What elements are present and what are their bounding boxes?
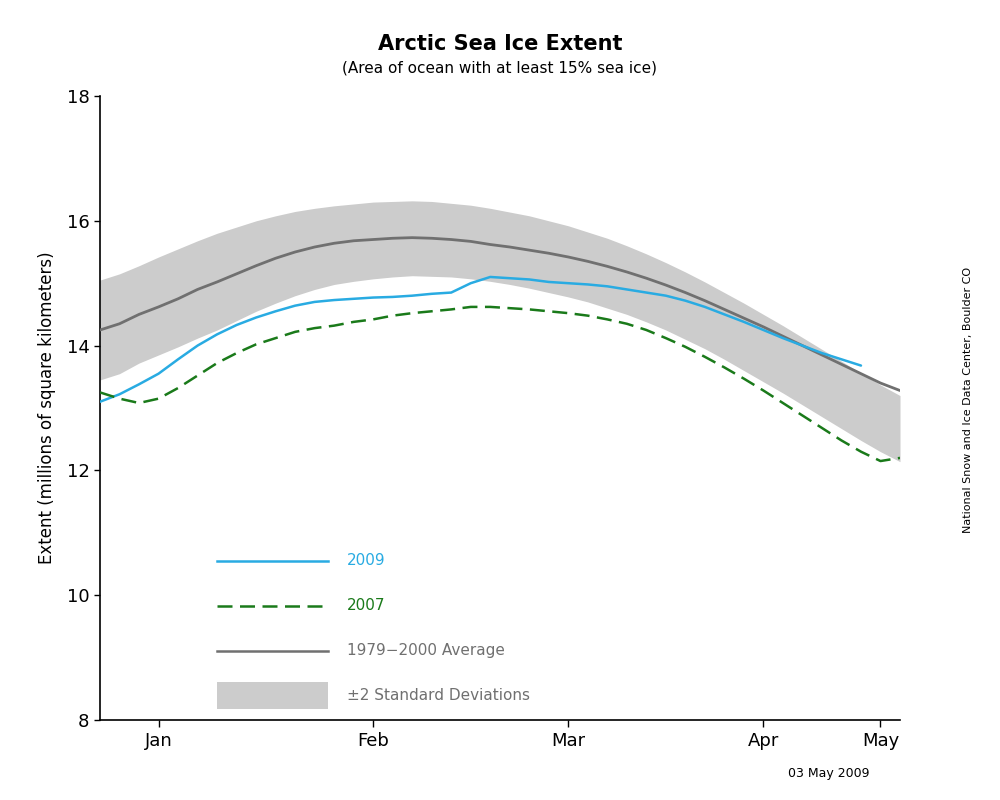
Y-axis label: Extent (millions of square kilometers): Extent (millions of square kilometers) xyxy=(38,252,56,564)
Text: 03 May 2009: 03 May 2009 xyxy=(788,767,870,780)
Text: 2009: 2009 xyxy=(347,554,386,568)
Text: National Snow and Ice Data Center, Boulder CO: National Snow and Ice Data Center, Bould… xyxy=(963,267,973,533)
FancyBboxPatch shape xyxy=(217,682,328,710)
Text: ±2 Standard Deviations: ±2 Standard Deviations xyxy=(347,688,530,703)
Text: (Area of ocean with at least 15% sea ice): (Area of ocean with at least 15% sea ice… xyxy=(342,61,658,75)
Text: 2007: 2007 xyxy=(347,598,386,614)
Text: 1979−2000 Average: 1979−2000 Average xyxy=(347,643,505,658)
Text: Arctic Sea Ice Extent: Arctic Sea Ice Extent xyxy=(378,34,622,54)
